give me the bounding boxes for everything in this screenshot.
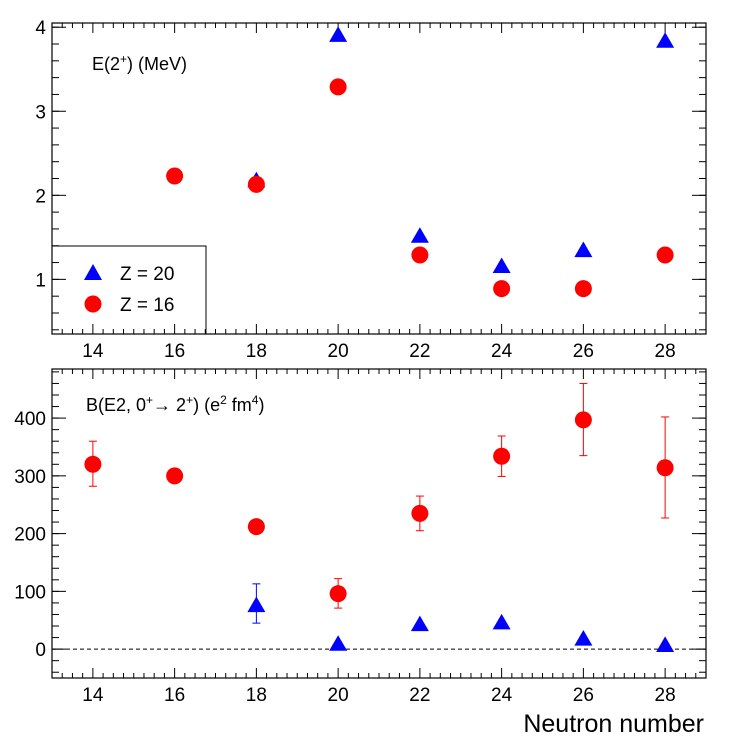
data-point-triangle — [656, 32, 675, 48]
data-point-triangle — [247, 596, 266, 613]
data-point-circle — [84, 455, 102, 473]
y-tick-label: 1 — [35, 270, 46, 291]
legend-label-z16: Z = 16 — [120, 295, 174, 316]
energy-panel-label: E(2+) (MeV) — [92, 52, 187, 74]
data-point-triangle — [410, 615, 429, 632]
data-point-circle — [411, 504, 429, 522]
x-tick-label: 16 — [164, 685, 185, 706]
x-tick-label: 18 — [246, 341, 267, 362]
y-tick-label: 3 — [35, 102, 46, 123]
data-point-circle — [574, 280, 592, 298]
x-tick-label: 28 — [655, 341, 676, 362]
x-tick-label: 24 — [491, 685, 513, 706]
y-tick-label: 2 — [35, 186, 46, 207]
x-tick-label: 26 — [573, 685, 594, 706]
legend: Z = 20 Z = 16 — [52, 245, 207, 334]
data-point-triangle — [410, 227, 429, 243]
data-point-triangle — [574, 241, 593, 258]
data-point-triangle — [329, 635, 348, 651]
y-tick-label: 300 — [14, 467, 46, 488]
legend-label-z20: Z = 20 — [120, 264, 174, 285]
x-tick-label: 28 — [655, 685, 676, 706]
x-tick-label: 24 — [491, 341, 513, 362]
data-point-circle — [166, 467, 184, 485]
y-tick-label: 100 — [14, 582, 46, 603]
data-point-circle — [656, 246, 674, 264]
energy-axis-ticks: 14 16 18 20 22 24 26 28 1 2 3 4 — [35, 18, 706, 362]
data-point-circle — [493, 280, 511, 298]
legend-frame — [52, 245, 207, 334]
x-tick-label: 26 — [573, 341, 594, 362]
legend-triangle-marker — [84, 264, 102, 280]
x-tick-label: 22 — [409, 341, 430, 362]
be2-panel: 14 16 18 20 22 24 26 28 0 100 200 300 400 B(E2, 0+→ … — [14, 368, 707, 738]
data-point-triangle — [492, 613, 511, 630]
data-point-circle — [493, 447, 511, 465]
x-tick-label: 16 — [164, 341, 185, 362]
y-tick-label: 0 — [35, 640, 46, 661]
energy-panel: 14 16 18 20 22 24 26 28 1 2 3 4 E(2+) (MeV) Z = 20 … — [35, 18, 707, 362]
data-point-triangle — [574, 630, 593, 646]
energy-data-points — [166, 26, 675, 298]
y-tick-label: 200 — [14, 525, 46, 546]
data-point-triangle — [329, 26, 348, 42]
data-point-circle — [574, 411, 592, 429]
be2-plot-frame — [51, 368, 707, 679]
y-tick-label: 4 — [35, 18, 46, 39]
data-point-triangle — [492, 257, 511, 274]
y-tick-label: 400 — [14, 409, 46, 430]
x-tick-label: 22 — [409, 685, 430, 706]
x-tick-label: 14 — [82, 685, 104, 706]
data-point-circle — [329, 585, 347, 603]
legend-circle-marker — [84, 295, 102, 313]
x-tick-label: 14 — [82, 341, 104, 362]
be2-panel-label: B(E2, 0+→ 2+) (e2 fm4) — [86, 393, 264, 415]
x-tick-label: 20 — [328, 341, 349, 362]
x-tick-label: 20 — [328, 685, 349, 706]
data-point-circle — [247, 518, 265, 536]
data-point-circle — [411, 246, 429, 264]
data-point-circle — [166, 167, 184, 185]
x-tick-label: 18 — [246, 685, 267, 706]
data-point-triangle — [656, 636, 675, 652]
data-point-circle — [656, 459, 674, 477]
data-point-circle — [329, 78, 347, 96]
data-point-circle — [247, 175, 265, 193]
x-axis-title: Neutron number — [523, 710, 704, 738]
be2-axis-ticks: 14 16 18 20 22 24 26 28 0 100 200 300 400 — [14, 369, 706, 706]
be2-data-points — [84, 382, 675, 652]
